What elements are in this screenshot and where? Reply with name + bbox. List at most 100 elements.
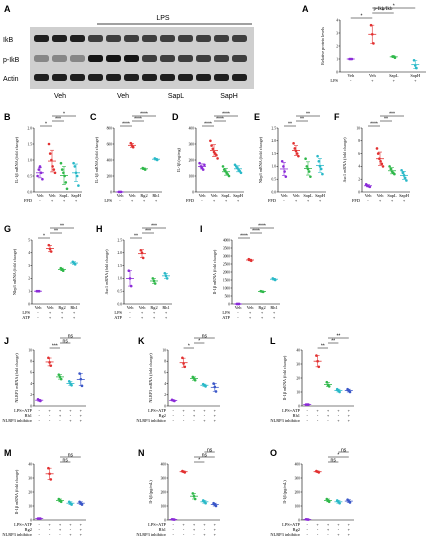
x-category-label: Veh (37, 193, 45, 198)
data-point (381, 165, 385, 168)
significance-label: **** (204, 121, 212, 127)
data-point (221, 165, 225, 168)
data-point (393, 172, 396, 176)
data-point (41, 177, 44, 181)
condition-symbol: + (141, 310, 144, 315)
y-axis-label: Asc1 mRNA (fold change) (342, 137, 347, 183)
y-tick-label: 1500 (223, 278, 230, 282)
condition-symbol: + (379, 198, 382, 203)
blot-band (52, 74, 67, 81)
condition-label: Rh1 (293, 413, 300, 418)
data-point (378, 157, 381, 161)
blot-group-label: SapH (220, 93, 238, 100)
y-tick-label: 0 (228, 302, 230, 306)
condition-symbol: + (214, 522, 217, 527)
condition-symbol: - (49, 527, 51, 532)
data-point (193, 378, 197, 382)
y-tick-label: 100 (189, 174, 195, 178)
significance-label: * (188, 343, 190, 349)
significance-label: * (382, 8, 384, 14)
data-point (60, 168, 64, 171)
chart-panel-c: C 0 200 400 600 800 IL-1β mRNA (fold change) **… (90, 111, 162, 203)
condition-symbol: + (391, 198, 394, 203)
condition-symbol: + (214, 418, 217, 423)
data-point (327, 500, 331, 504)
panel-letter-N: N (138, 448, 145, 458)
data-point (48, 247, 52, 251)
condition-symbol: + (249, 315, 252, 320)
data-point (400, 168, 403, 172)
data-point (204, 501, 207, 505)
data-point (70, 503, 73, 506)
panel-letter-A: A (302, 4, 309, 14)
condition-symbol: + (237, 198, 240, 203)
condition-symbol: - (70, 527, 72, 532)
data-point (348, 390, 352, 394)
data-point (151, 277, 155, 280)
condition-symbol: - (204, 413, 206, 418)
data-point (141, 256, 145, 260)
y-tick-label: 0 (358, 190, 360, 194)
data-point (227, 174, 231, 178)
data-point (379, 159, 382, 163)
panel-letter-K: K (138, 336, 145, 346)
y-tick-label: 0.0 (118, 302, 123, 306)
y-tick-label: 2 (336, 44, 338, 48)
condition-symbol: - (306, 418, 308, 423)
y-tick-label: 4 (30, 382, 32, 386)
condition-symbol: + (165, 315, 168, 320)
significance-label: ns (331, 457, 337, 463)
condition-symbol: + (213, 198, 216, 203)
y-tick-label: 0.5 (28, 174, 33, 178)
significance-label: * (43, 233, 45, 239)
condition-symbol: - (38, 413, 40, 418)
condition-symbol: - (172, 527, 174, 532)
data-point (70, 383, 73, 387)
x-category-label: SapH (71, 193, 82, 198)
significance-label: ns (68, 452, 74, 458)
data-point (63, 174, 66, 178)
data-point (39, 517, 42, 520)
data-point (348, 501, 352, 504)
data-point (284, 175, 288, 178)
condition-symbol: - (172, 413, 174, 418)
condition-symbol: + (80, 527, 83, 532)
condition-symbol: + (316, 408, 319, 413)
condition-symbol: + (165, 310, 168, 315)
chart-panel-h: H 0.0 0.5 1.0 1.5 2.0 2.5 Asc1 mRNA (fold chang… (96, 223, 172, 320)
y-tick-label: 0 (164, 404, 166, 408)
y-tick-label: 1 (28, 290, 30, 294)
y-tick-label: 2000 (223, 270, 230, 274)
data-point (309, 175, 312, 178)
x-category-label: Veh (377, 193, 385, 198)
y-axis-label: Il-1β (pg/mL) (282, 480, 287, 504)
panel-letter-O: O (270, 448, 277, 458)
condition-symbol: - (37, 315, 39, 320)
y-tick-label: 1.0 (118, 277, 123, 281)
y-tick-label: 8 (30, 360, 32, 364)
condition-symbol: + (153, 310, 156, 315)
data-point (129, 141, 133, 145)
data-point (183, 471, 187, 474)
data-point (47, 142, 51, 146)
blot-row-label: Actin (3, 76, 19, 83)
data-point (211, 147, 215, 151)
blot-band (178, 35, 193, 42)
data-point (47, 356, 50, 360)
y-tick-label: 0 (336, 70, 338, 74)
condition-label: Rg2 (25, 527, 32, 532)
condition-symbol: + (61, 310, 64, 315)
blot-band (142, 35, 157, 42)
y-tick-label: 100 (161, 504, 167, 508)
condition-symbol: + (51, 198, 54, 203)
condition-label: ATP (222, 315, 230, 320)
y-tick-label: 3 (28, 264, 30, 268)
blot-band (160, 55, 175, 62)
condition-symbol: + (69, 522, 72, 527)
condition-symbol: - (317, 418, 319, 423)
y-tick-label: 6 (358, 152, 360, 156)
condition-symbol: + (337, 418, 340, 423)
condition-symbol: - (129, 310, 131, 315)
